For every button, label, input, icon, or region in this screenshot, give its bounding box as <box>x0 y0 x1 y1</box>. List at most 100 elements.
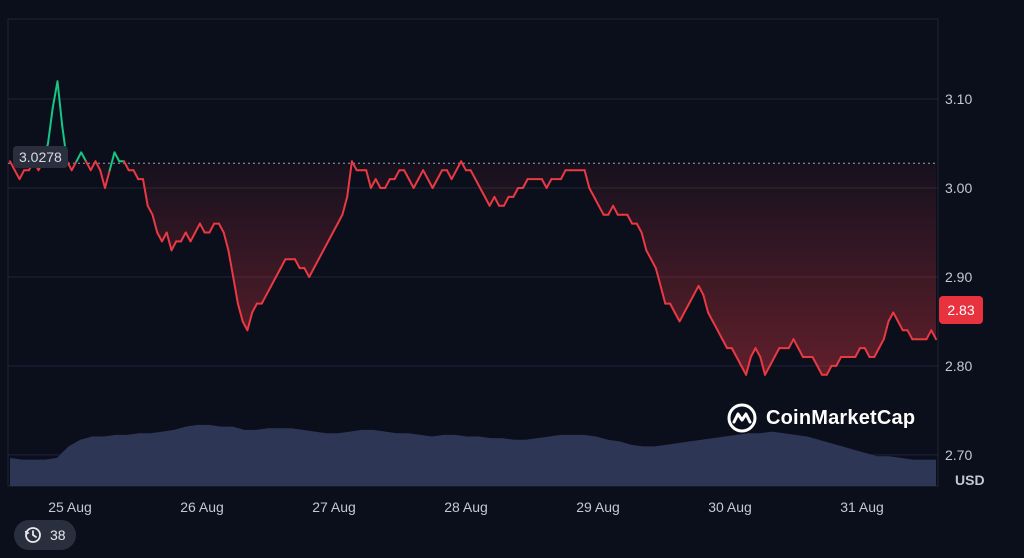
price-segment <box>882 320 890 341</box>
price-segment <box>80 151 87 163</box>
price-segment <box>764 364 771 376</box>
price-segment <box>626 213 634 225</box>
price-segment <box>322 240 330 252</box>
price-segment <box>863 347 871 358</box>
price-segment <box>51 80 59 109</box>
price-segment <box>303 267 311 278</box>
price-segment <box>18 169 26 181</box>
x-tick-label: 31 Aug <box>840 499 884 515</box>
below-start-fill <box>10 163 936 375</box>
last-price-tag: 2.83 <box>939 296 983 324</box>
price-segment <box>659 284 667 305</box>
price-segment <box>683 302 691 314</box>
price-segment <box>593 195 600 207</box>
price-segment <box>559 169 567 181</box>
price-segment <box>327 231 334 243</box>
x-tick-label: 26 Aug <box>180 499 224 515</box>
price-segment <box>13 169 21 181</box>
price-segment <box>393 169 401 181</box>
price-segment <box>797 347 804 358</box>
price-segment <box>365 169 372 189</box>
y-tick-label: 2.80 <box>945 358 972 374</box>
price-segment <box>99 169 106 189</box>
price-segment <box>217 222 225 234</box>
price-segment <box>227 249 235 278</box>
price-segment <box>825 364 833 376</box>
price-segment <box>331 222 339 234</box>
price-segment <box>270 276 277 287</box>
price-segment <box>673 311 681 323</box>
price-segment <box>346 160 353 198</box>
price-segment <box>189 231 197 243</box>
price-segment <box>407 178 415 189</box>
price-segment <box>512 187 520 198</box>
price-segment <box>488 195 496 207</box>
price-segment <box>146 204 154 216</box>
price-segment <box>469 169 477 181</box>
price-segment <box>293 258 301 270</box>
price-segment <box>640 231 648 252</box>
price-segment <box>412 178 420 189</box>
price-segment <box>312 258 320 270</box>
price-segment <box>688 293 695 305</box>
price-segment <box>417 169 425 181</box>
price-segment <box>730 347 738 358</box>
price-segment <box>184 231 192 243</box>
price-segment <box>47 107 54 145</box>
price-segment <box>198 222 206 234</box>
price-segment <box>123 160 130 172</box>
price-segment <box>502 195 510 207</box>
price-segment <box>583 169 591 189</box>
price-segment <box>156 231 163 243</box>
price-segment <box>403 169 410 181</box>
price-segment <box>854 347 861 358</box>
price-segment <box>426 178 434 189</box>
price-segment <box>161 231 168 243</box>
price-segment <box>336 213 344 225</box>
price-segment <box>317 249 325 261</box>
price-segment <box>142 178 149 207</box>
price-segment <box>350 160 358 172</box>
price-segment <box>897 320 904 332</box>
price-segment <box>165 231 173 252</box>
price-segment <box>678 311 686 323</box>
price-segment <box>650 258 657 270</box>
price-segment <box>521 178 529 189</box>
price-segment <box>104 169 111 189</box>
price-segment <box>892 311 899 323</box>
price-segment <box>232 276 239 305</box>
brand-name: CoinMarketCap <box>766 406 916 429</box>
price-segment <box>89 160 97 172</box>
price-segment <box>811 356 819 367</box>
price-segment <box>735 356 743 367</box>
x-tick-label: 28 Aug <box>444 499 488 515</box>
price-segment <box>151 213 159 234</box>
coinmarketcap-watermark: CoinMarketCap <box>726 402 915 434</box>
price-segment <box>113 151 121 163</box>
price-segment <box>132 169 140 181</box>
x-tick-label: 25 Aug <box>48 499 92 515</box>
price-segment <box>479 187 486 198</box>
price-segment <box>180 231 187 243</box>
history-button[interactable]: 38 <box>14 520 76 550</box>
price-segment <box>483 195 491 207</box>
price-segment <box>56 80 64 127</box>
x-axis: 25 Aug 26 Aug 27 Aug 28 Aug 29 Aug 30 Aug 31 A… <box>48 499 884 515</box>
price-segment <box>308 267 315 278</box>
price-segment <box>374 178 382 189</box>
history-count: 38 <box>50 527 66 543</box>
price-segment <box>236 302 244 323</box>
price-segment <box>540 178 548 189</box>
y-tick-label: 2.90 <box>945 269 972 285</box>
price-segment <box>9 160 16 172</box>
price-segment <box>194 222 201 234</box>
price-segment <box>792 338 800 350</box>
price-segment <box>759 356 766 376</box>
last-price-label: 2.83 <box>947 302 975 318</box>
volume-shape <box>10 424 936 486</box>
price-segment <box>816 364 823 376</box>
price-segment <box>740 364 748 376</box>
price-segment <box>930 329 937 341</box>
price-segment <box>707 311 714 323</box>
